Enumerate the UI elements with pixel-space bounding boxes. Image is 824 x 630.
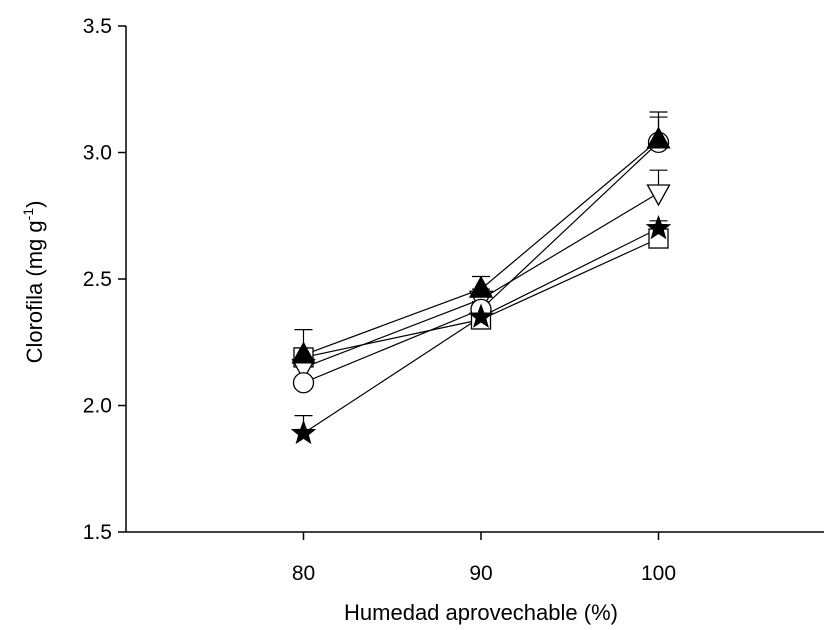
y-axis-title-sup: -1 bbox=[20, 208, 36, 221]
series-3-point bbox=[646, 184, 671, 207]
y-axis-title: Clorofila (mg g-1) bbox=[20, 201, 47, 364]
series-5-point bbox=[645, 214, 672, 240]
y-tick-label: 2.0 bbox=[83, 395, 112, 418]
series-2-point bbox=[646, 126, 671, 149]
y-tick-label: 2.5 bbox=[83, 268, 112, 291]
x-tick-label: 100 bbox=[641, 562, 676, 585]
series-2-point bbox=[291, 341, 316, 364]
series-5-point bbox=[468, 303, 494, 328]
y-tick-label: 3.5 bbox=[83, 15, 112, 38]
y-axis-title-close: ) bbox=[22, 201, 47, 208]
series-5-line bbox=[303, 227, 659, 434]
series-1-point bbox=[292, 372, 315, 394]
x-tick-label: 80 bbox=[292, 562, 315, 585]
series-2-point bbox=[468, 275, 494, 298]
y-tick-label: 1.5 bbox=[83, 521, 112, 544]
y-axis-title-main: Clorofila (mg g bbox=[22, 220, 47, 363]
y-tick-label: 3.0 bbox=[83, 142, 112, 165]
axes: 1.5 2.0 2.5 3.0 3.5 80 90 100 bbox=[83, 15, 824, 585]
x-axis-title: Humedad aprovechable (%) bbox=[344, 600, 618, 625]
x-tick-label: 90 bbox=[469, 562, 492, 585]
series-5-point bbox=[290, 419, 317, 445]
series-layer bbox=[290, 111, 672, 445]
